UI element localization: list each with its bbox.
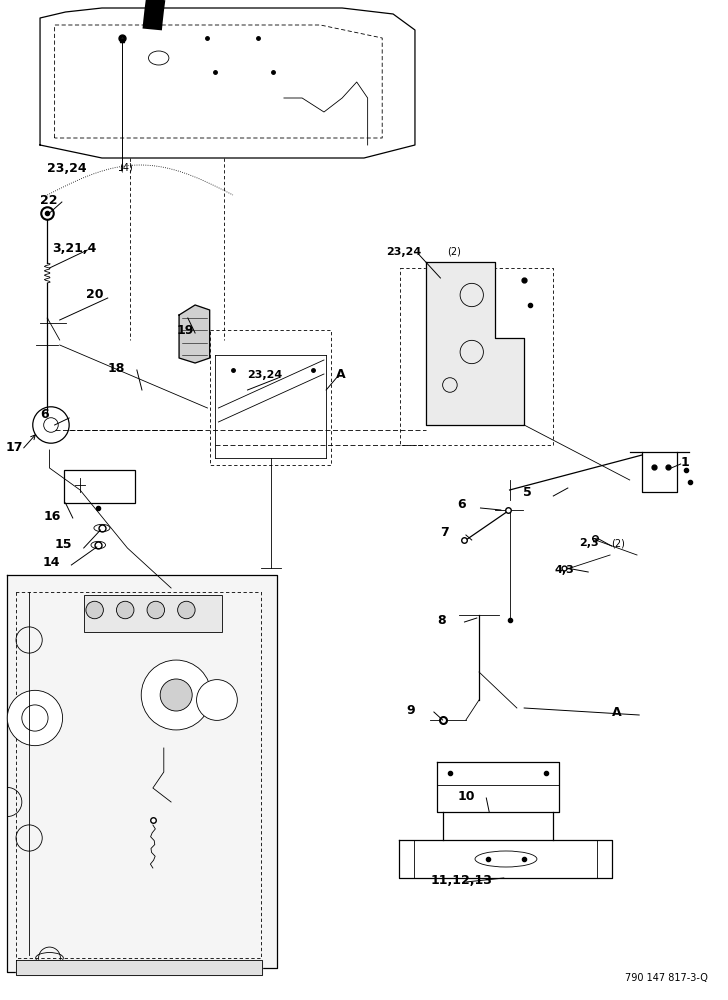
Text: 5: 5 (523, 487, 531, 499)
Text: A: A (612, 706, 621, 718)
Text: 11,12,13: 11,12,13 (431, 874, 493, 886)
Text: 19: 19 (176, 324, 194, 337)
Circle shape (160, 679, 192, 711)
Text: 8: 8 (437, 613, 446, 626)
Text: 23,24: 23,24 (248, 370, 282, 380)
Polygon shape (7, 575, 277, 972)
Text: 4,3: 4,3 (555, 565, 574, 575)
Text: 10: 10 (457, 790, 475, 802)
Circle shape (86, 601, 103, 619)
Text: 3,21,4: 3,21,4 (52, 241, 97, 254)
Polygon shape (16, 960, 262, 975)
Text: 6: 6 (40, 408, 49, 422)
Text: 20: 20 (86, 288, 103, 301)
Text: 6: 6 (457, 498, 466, 512)
Bar (84, 595, 222, 632)
Text: 1: 1 (681, 456, 689, 468)
Polygon shape (179, 305, 210, 363)
Circle shape (116, 601, 134, 619)
Text: 23,24: 23,24 (47, 161, 87, 174)
Text: 7: 7 (440, 526, 448, 538)
Circle shape (178, 601, 195, 619)
Text: 790 147 817-3-Q: 790 147 817-3-Q (625, 973, 708, 983)
Text: 17: 17 (6, 441, 23, 454)
Circle shape (141, 660, 211, 730)
Text: (2): (2) (612, 538, 625, 548)
Bar (64, 470, 135, 503)
Text: 15: 15 (55, 538, 72, 552)
Text: 2,3: 2,3 (579, 538, 599, 548)
Text: 18: 18 (108, 361, 125, 374)
Text: 14: 14 (42, 556, 60, 569)
Text: 23,24: 23,24 (386, 247, 421, 257)
Text: (2): (2) (447, 247, 461, 257)
Circle shape (197, 680, 237, 720)
Circle shape (7, 690, 63, 746)
Text: (4): (4) (119, 163, 132, 173)
Circle shape (147, 601, 165, 619)
Text: 16: 16 (44, 510, 61, 522)
Text: 22: 22 (40, 194, 58, 207)
Text: A: A (336, 368, 346, 381)
Text: 9: 9 (406, 704, 415, 716)
Polygon shape (426, 262, 524, 425)
